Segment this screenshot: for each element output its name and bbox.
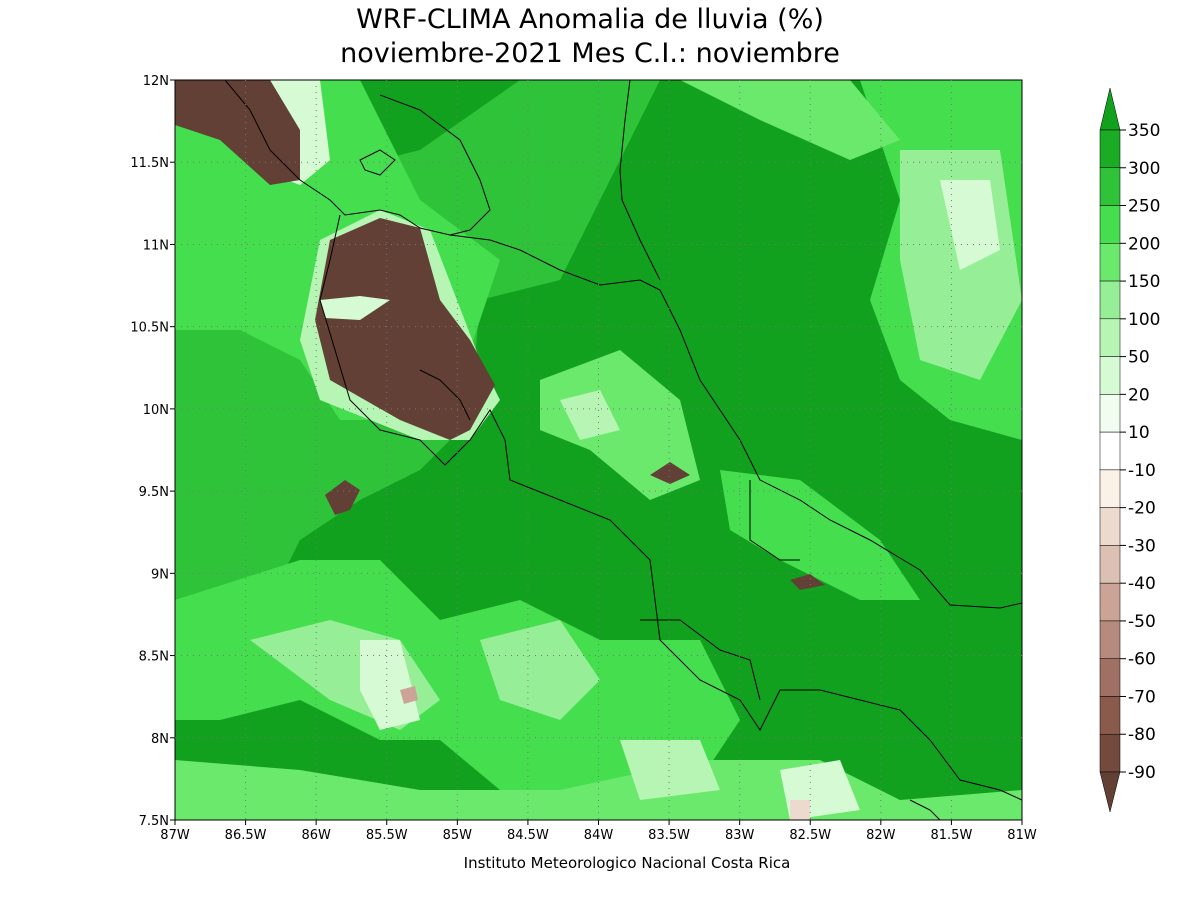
lat-tick-label: 8N bbox=[151, 732, 169, 747]
colorbar-box bbox=[1099, 243, 1121, 282]
lon-tick-label: 85.5W bbox=[366, 828, 408, 843]
title-line: noviembre-2021 Mes C.I.: noviembre bbox=[340, 38, 840, 69]
lon-tick-label: 86.5W bbox=[225, 828, 267, 843]
colorbar-label: -90 bbox=[1128, 763, 1156, 783]
lat-tick-label: 11.5N bbox=[130, 156, 169, 171]
colorbar-box bbox=[1099, 545, 1121, 584]
colorbar-label: -70 bbox=[1128, 687, 1156, 707]
lon-tick-label: 84W bbox=[584, 828, 614, 843]
colorbar-label: -50 bbox=[1128, 612, 1156, 632]
colorbar-label: -10 bbox=[1128, 461, 1156, 481]
colorbar-label: 50 bbox=[1128, 348, 1150, 368]
lon-tick-label: 86W bbox=[301, 828, 331, 843]
colorbar-label: 200 bbox=[1128, 234, 1160, 254]
colorbar-box bbox=[1099, 318, 1121, 357]
colorbar-label: -20 bbox=[1128, 499, 1156, 519]
colorbar-box bbox=[1099, 394, 1121, 433]
lat-tick-label: 7.5N bbox=[139, 814, 169, 829]
colorbar-box bbox=[1099, 620, 1121, 659]
colorbar-box bbox=[1099, 205, 1121, 244]
colorbar-box bbox=[1099, 469, 1121, 508]
colorbar-box bbox=[1099, 167, 1121, 206]
colorbar-label: -30 bbox=[1128, 536, 1156, 556]
lon-tick-label: 84.5W bbox=[507, 828, 549, 843]
colorbar-box bbox=[1099, 658, 1121, 697]
lat-tick-label: 9.5N bbox=[139, 485, 169, 500]
colorbar-box bbox=[1099, 356, 1121, 395]
lat-tick-label: 12N bbox=[143, 74, 169, 89]
colorbar-box bbox=[1099, 507, 1121, 546]
colorbar-box bbox=[1099, 733, 1121, 773]
colorbar-box bbox=[1099, 129, 1121, 169]
lon-tick-label: 82.5W bbox=[789, 828, 831, 843]
colorbar-label: 350 bbox=[1128, 121, 1160, 141]
colorbar-box bbox=[1099, 696, 1121, 735]
lon-tick-label: 82W bbox=[866, 828, 896, 843]
colorbar-label: -60 bbox=[1128, 650, 1156, 670]
lon-tick-label: 85W bbox=[443, 828, 473, 843]
colorbar-label: 250 bbox=[1128, 197, 1160, 217]
colorbar-box bbox=[1099, 582, 1121, 622]
colorbar-label: -80 bbox=[1128, 725, 1156, 745]
lon-tick-label: 81W bbox=[1007, 828, 1037, 843]
colorbar-extension bbox=[1099, 771, 1121, 813]
lon-tick-label: 83.5W bbox=[648, 828, 690, 843]
lat-tick-label: 8.5N bbox=[139, 650, 169, 665]
lat-tick-label: 10.5N bbox=[130, 321, 169, 336]
colorbar-label: 10 bbox=[1128, 423, 1150, 443]
colorbar-box bbox=[1099, 431, 1121, 471]
colorbar-label: 100 bbox=[1128, 310, 1160, 330]
title-line: WRF-CLIMA Anomalia de lluvia (%) bbox=[356, 4, 824, 35]
lat-tick-label: 9N bbox=[151, 567, 169, 582]
colorbar-label: -40 bbox=[1128, 574, 1156, 594]
lon-tick-label: 83W bbox=[725, 828, 755, 843]
colorbar-extension bbox=[1099, 87, 1121, 131]
lon-tick-label: 81.5W bbox=[931, 828, 973, 843]
lat-tick-label: 11N bbox=[143, 238, 169, 253]
map-field bbox=[175, 80, 1022, 820]
lat-tick-label: 10N bbox=[143, 403, 169, 418]
footer: Instituto Meteorologico Nacional Costa R… bbox=[464, 854, 791, 872]
lon-tick-label: 87W bbox=[160, 828, 190, 843]
colorbar-label: 20 bbox=[1128, 385, 1150, 405]
colorbar-box bbox=[1099, 280, 1121, 320]
colorbar-label: 300 bbox=[1128, 159, 1160, 179]
colorbar-label: 150 bbox=[1128, 272, 1160, 292]
